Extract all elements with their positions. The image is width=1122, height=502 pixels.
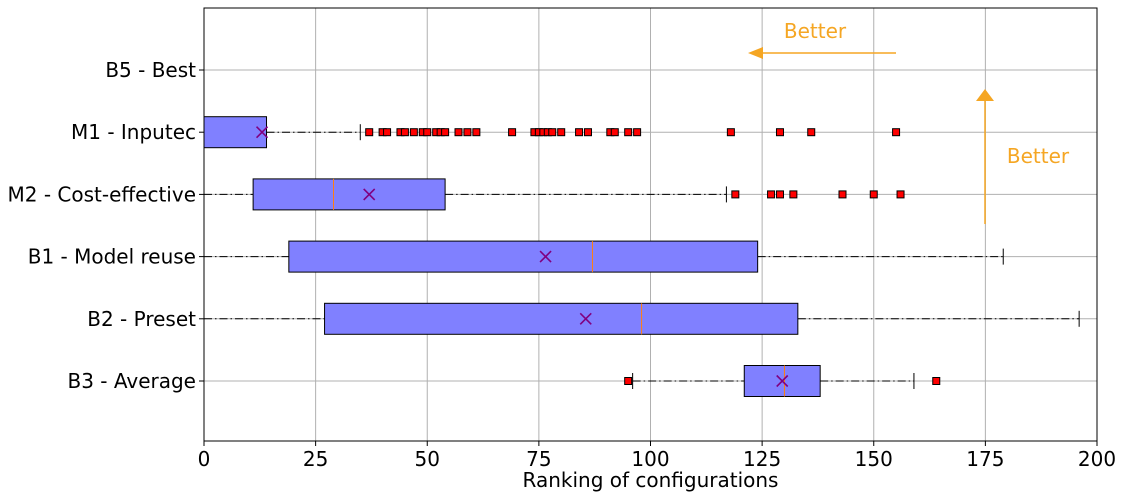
outlier-point xyxy=(508,128,517,137)
x-tick-label: 150 xyxy=(855,447,893,471)
outlier-point xyxy=(441,128,450,137)
box-iqr xyxy=(743,365,821,397)
better-left-arrowhead xyxy=(748,47,763,59)
box-b3-average xyxy=(624,365,941,397)
x-tick-label: 125 xyxy=(743,447,781,471)
outlier-point xyxy=(775,190,784,199)
outlier-point xyxy=(767,190,776,199)
outlier-point xyxy=(624,128,633,137)
x-axis-label: Ranking of configurations xyxy=(523,468,779,492)
box-iqr xyxy=(252,178,446,211)
outlier-point xyxy=(557,128,566,137)
outlier-point xyxy=(463,128,472,137)
better-up-annotation: Better xyxy=(976,89,1070,224)
outlier-point xyxy=(583,128,592,137)
box-iqr xyxy=(324,302,799,335)
outlier-point xyxy=(789,190,798,199)
outlier-point xyxy=(454,128,463,137)
better-up-arrowhead xyxy=(976,89,994,101)
outlier-point xyxy=(838,190,847,199)
x-tick-label: 175 xyxy=(966,447,1004,471)
box-m2-cost-effective xyxy=(203,178,905,211)
outlier-point xyxy=(365,128,374,137)
outlier-point xyxy=(548,128,557,137)
outlier-point xyxy=(423,128,432,137)
better-left-annotation: Better xyxy=(748,19,896,59)
box-iqr xyxy=(288,240,759,273)
outlier-point xyxy=(896,190,905,199)
mean-marker xyxy=(363,188,376,201)
y-tick-label: B1 - Model reuse xyxy=(28,245,196,269)
outlier-point xyxy=(610,128,619,137)
outlier-point xyxy=(807,128,816,137)
x-tick-label: 100 xyxy=(631,447,669,471)
x-tick-label: 75 xyxy=(526,447,551,471)
mean-marker xyxy=(255,126,269,139)
outlier-point xyxy=(400,128,409,137)
x-tick-label: 50 xyxy=(415,447,440,471)
mean-marker xyxy=(539,250,552,263)
outlier-point xyxy=(383,128,392,137)
y-axis-ticks: B5 - Best M1 - Inputec M2 - Cost-effective… xyxy=(7,58,204,393)
outlier-point xyxy=(932,377,941,385)
outlier-point xyxy=(624,377,633,385)
outlier-point xyxy=(731,190,740,199)
outlier-point xyxy=(726,128,735,137)
x-axis-ticks: 0 25 50 75 100 125 150 175 200 xyxy=(198,441,1116,471)
x-tick-label: 0 xyxy=(198,447,211,471)
y-tick-label: B2 - Preset xyxy=(87,307,196,331)
outlier-point xyxy=(633,128,642,137)
outlier-point xyxy=(892,128,901,137)
box-b1-model-reuse xyxy=(203,240,1004,273)
better-left-label: Better xyxy=(784,19,847,43)
grid-lines xyxy=(203,8,1098,441)
x-tick-label: 25 xyxy=(303,447,328,471)
outlier-point xyxy=(575,128,584,137)
mean-marker xyxy=(579,312,592,325)
y-tick-label: B5 - Best xyxy=(105,58,196,82)
mean-marker xyxy=(776,374,789,388)
y-tick-label: B3 - Average xyxy=(67,369,196,393)
better-annotations: Better Better xyxy=(748,19,1070,224)
outlier-point xyxy=(409,128,418,137)
box-iqr xyxy=(203,116,268,149)
box-series xyxy=(203,116,1080,397)
outlier-point xyxy=(775,128,784,137)
box-b2-preset xyxy=(203,302,1080,335)
y-tick-label: M1 - Inputec xyxy=(71,120,196,144)
outlier-point xyxy=(869,190,878,199)
x-tick-label: 200 xyxy=(1078,447,1116,471)
outlier-point xyxy=(472,128,481,137)
better-up-label: Better xyxy=(1007,144,1070,168)
y-tick-label: M2 - Cost-effective xyxy=(7,182,196,206)
